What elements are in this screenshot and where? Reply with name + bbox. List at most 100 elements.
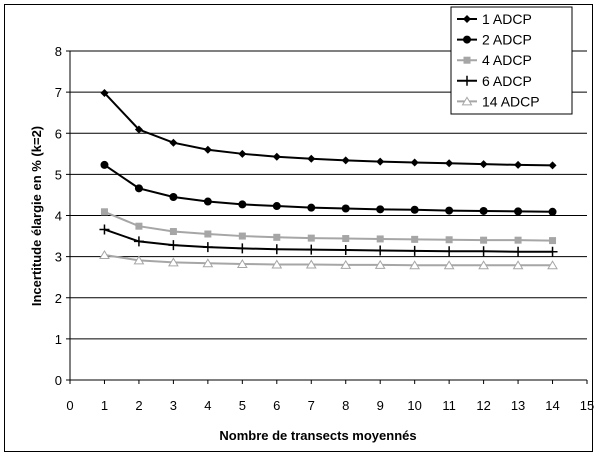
x-tick-label: 15: [580, 398, 594, 413]
data-point: [514, 160, 523, 169]
data-point: [306, 244, 317, 255]
data-point: [307, 234, 315, 242]
data-point: [238, 200, 247, 209]
legend-label: 4 ADCP: [482, 52, 532, 68]
legend-label: 14 ADCP: [482, 93, 540, 109]
legend-entry: 2 ADCP: [457, 32, 532, 48]
data-point: [203, 197, 212, 206]
data-point: [271, 244, 282, 255]
data-point: [133, 255, 145, 265]
x-tick-label: 3: [170, 398, 177, 413]
data-point: [238, 232, 246, 240]
legend-entry: 14 ADCP: [457, 93, 540, 109]
data-point: [445, 159, 454, 168]
y-tick-label: 6: [55, 126, 62, 141]
y-axis-title: Incertitude élargie en % (k=2): [29, 126, 44, 306]
data-point: [480, 236, 488, 244]
x-tick-label: 6: [273, 398, 280, 413]
data-point: [513, 246, 524, 257]
x-tick-label: 10: [407, 398, 421, 413]
legend: 1 ADCP 2 ADCP 4 ADCP 6 ADCP 14 ADCP: [450, 6, 573, 115]
data-point: [341, 156, 350, 165]
legend-label: 6 ADCP: [482, 73, 532, 89]
data-point: [340, 259, 352, 269]
y-tick-label: 1: [55, 332, 62, 347]
y-tick-label: 4: [55, 209, 62, 224]
x-tick-label: 14: [545, 398, 559, 413]
data-point: [272, 202, 281, 211]
series-3: [100, 208, 557, 245]
data-point: [512, 260, 524, 270]
data-point: [463, 56, 471, 64]
data-point: [479, 206, 488, 215]
data-point: [445, 236, 453, 244]
data-point: [443, 260, 455, 270]
y-tick-label: 7: [55, 85, 62, 100]
x-tick-label: 11: [442, 398, 456, 413]
series-line: [103, 164, 553, 213]
legend-entry: 1 ADCP: [457, 11, 532, 27]
series-4: [99, 224, 558, 257]
data-point: [99, 250, 110, 259]
data-point: [409, 245, 420, 256]
legend-label: 2 ADCP: [482, 32, 532, 48]
data-point: [307, 203, 316, 212]
data-point: [548, 161, 557, 170]
data-point: [168, 240, 179, 251]
data-point: [133, 236, 144, 247]
data-point: [100, 208, 108, 216]
data-point: [135, 222, 143, 230]
x-tick-label: 0: [66, 398, 73, 413]
data-point: [462, 75, 472, 86]
data-point: [342, 235, 350, 243]
y-tick-label: 2: [55, 291, 62, 306]
data-point: [463, 15, 471, 23]
data-point: [203, 145, 212, 154]
data-point: [478, 260, 489, 270]
y-tick-label: 0: [55, 373, 62, 388]
x-tick-label: 8: [342, 398, 349, 413]
data-point: [341, 204, 350, 213]
data-point: [461, 96, 473, 106]
series-line: [104, 228, 553, 253]
data-point: [463, 35, 471, 44]
data-point: [202, 258, 214, 268]
data-point: [376, 157, 385, 166]
data-point: [305, 259, 317, 269]
x-tick-label: 9: [377, 398, 384, 413]
data-point: [238, 149, 247, 158]
data-point: [134, 184, 143, 193]
data-point: [445, 206, 454, 215]
legend-entry: 4 ADCP: [457, 52, 532, 68]
data-point: [514, 236, 522, 244]
data-point: [411, 235, 419, 243]
x-tick-label: 12: [476, 398, 490, 413]
x-tick-label: 5: [239, 398, 246, 413]
series-5: [99, 250, 558, 270]
y-tick-label: 5: [55, 167, 62, 182]
data-point: [410, 158, 419, 167]
data-point: [375, 245, 386, 256]
x-tick-label: 4: [204, 398, 211, 413]
data-point: [374, 259, 386, 269]
data-point: [168, 257, 179, 267]
data-point: [169, 138, 178, 147]
data-point: [100, 160, 109, 169]
y-tick-label: 3: [55, 250, 62, 265]
data-point: [376, 205, 385, 214]
data-point: [514, 207, 523, 216]
data-point: [376, 235, 384, 243]
data-point: [99, 224, 110, 235]
x-tick-label: 7: [308, 398, 315, 413]
data-point: [479, 160, 488, 169]
data-point: [444, 246, 455, 257]
data-point: [409, 260, 421, 270]
data-point: [340, 245, 351, 256]
data-point: [271, 259, 283, 269]
legend-label: 1 ADCP: [482, 11, 532, 27]
data-point: [478, 246, 489, 257]
data-point: [307, 154, 316, 163]
data-point: [134, 125, 143, 134]
data-point: [547, 246, 558, 257]
data-point: [548, 207, 557, 216]
